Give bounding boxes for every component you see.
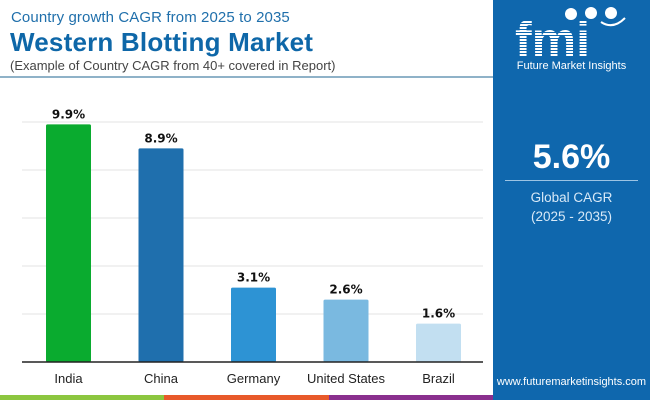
- chart-title: Western Blotting Market: [10, 27, 314, 57]
- logo-name: Future Market Insights: [516, 60, 627, 72]
- logo-swoosh: [600, 17, 626, 27]
- value-label: 1.6%: [422, 307, 455, 321]
- strip-segment: [0, 395, 165, 400]
- globe-icon: [585, 7, 597, 19]
- bar-chart: 9.9% 8.9% 3.1% 2.6% 1.6% India China Germany Un…: [22, 107, 483, 386]
- x-tick-label: Germany: [227, 371, 281, 386]
- bar-germany: [231, 287, 276, 362]
- value-label: 2.6%: [329, 283, 362, 297]
- chart-subtitle-bottom: (Example of Country CAGR from 40+ covere…: [10, 58, 336, 73]
- brand-panel: fmi Future Market Insights 5.6% Global C…: [493, 0, 650, 400]
- value-label: 9.9%: [52, 107, 85, 121]
- fmi-logo: fmi: [515, 7, 626, 68]
- globe-icon: [605, 7, 617, 19]
- x-tick-labels: India China Germany United States Brazil: [54, 371, 454, 386]
- global-cagr-value: 5.6%: [532, 138, 611, 176]
- x-tick-label: India: [54, 371, 83, 386]
- x-tick-label: United States: [307, 371, 386, 386]
- global-cagr-label-line1: Global CAGR: [530, 190, 613, 205]
- value-label: 8.9%: [144, 131, 177, 145]
- chart-subtitle-top: Country growth CAGR from 2025 to 2035: [11, 9, 290, 26]
- bar-united-states: [323, 299, 369, 362]
- logo-letters: fmi: [515, 12, 590, 68]
- strip-segment: [328, 395, 493, 400]
- website-link[interactable]: www.futuremarketinsights.com: [496, 376, 647, 388]
- globe-icon: [565, 8, 577, 20]
- cagr-divider: [505, 180, 638, 181]
- value-labels: 9.9% 8.9% 3.1% 2.6% 1.6%: [52, 107, 455, 320]
- header: Country growth CAGR from 2025 to 2035 We…: [0, 0, 493, 80]
- strip-segment: [164, 395, 329, 400]
- x-tick-label: Brazil: [422, 371, 455, 386]
- header-divider: [0, 76, 493, 78]
- global-cagr-label-line2: (2025 - 2035): [530, 209, 613, 224]
- gridlines: [22, 121, 483, 315]
- value-label: 3.1%: [237, 271, 270, 285]
- bar-brazil: [416, 323, 461, 362]
- x-tick-label: China: [144, 371, 179, 386]
- bar-india: [46, 124, 91, 363]
- bar-china: [138, 148, 184, 362]
- bars: [46, 124, 461, 363]
- global-cagr-label: Global CAGR (2025 - 2035): [493, 188, 650, 226]
